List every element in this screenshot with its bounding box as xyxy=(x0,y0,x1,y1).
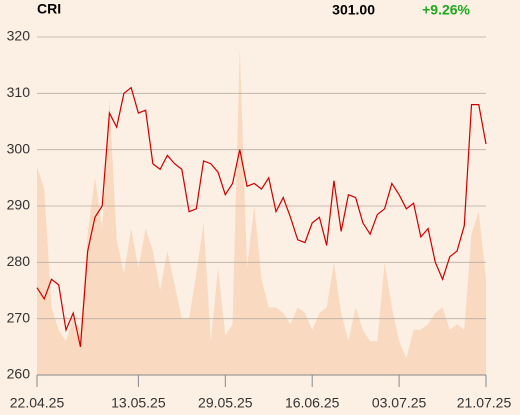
x-tick-label: 22.04.25 xyxy=(10,395,65,411)
y-tick-label: 290 xyxy=(7,197,31,213)
symbol: CRI xyxy=(37,1,61,17)
y-tick-label: 270 xyxy=(7,309,31,325)
price: 301.00 xyxy=(332,2,375,18)
y-tick-label: 320 xyxy=(7,28,31,44)
y-tick-label: 310 xyxy=(7,84,31,100)
x-tick-label: 13.05.25 xyxy=(111,395,166,411)
x-tick-label: 29.05.25 xyxy=(198,395,253,411)
x-tick-label: 16.06.25 xyxy=(285,395,340,411)
x-tick-label: 03.07.25 xyxy=(372,395,427,411)
x-tick-label: 21.07.25 xyxy=(457,395,512,411)
y-tick-label: 260 xyxy=(7,366,31,382)
y-tick-label: 280 xyxy=(7,253,31,269)
y-tick-label: 300 xyxy=(7,140,31,156)
change: +9.26% xyxy=(422,2,470,18)
volume-area xyxy=(37,48,486,376)
price-line xyxy=(36,86,487,347)
